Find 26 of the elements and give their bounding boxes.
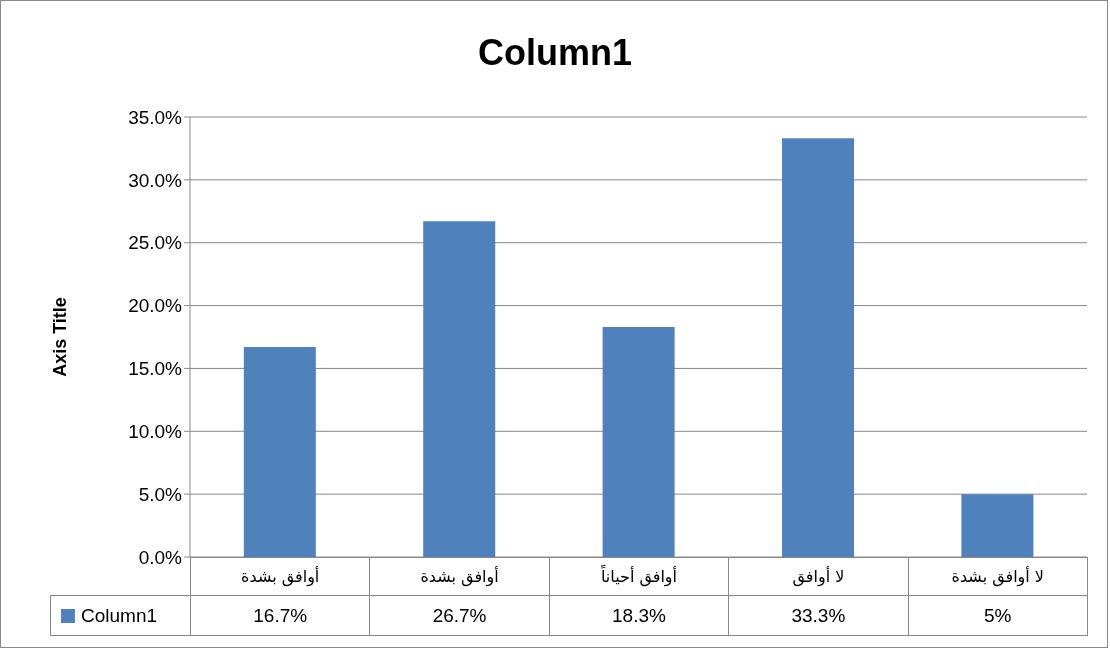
x-tick-label: أوافق بشدة bbox=[190, 557, 371, 596]
y-tick-label: 35.0% bbox=[128, 106, 183, 128]
y-tick-label: 20.0% bbox=[128, 295, 183, 317]
y-tick-label: 25.0% bbox=[128, 232, 183, 254]
x-tick-label: أوافق بشدة bbox=[369, 557, 550, 596]
y-tick-label: 15.0% bbox=[128, 358, 183, 380]
y-tick-label: 0.0% bbox=[138, 546, 183, 568]
bar bbox=[602, 326, 675, 557]
x-tick-label: لا أوافق bbox=[728, 557, 909, 596]
data-label: 5% bbox=[907, 595, 1088, 636]
legend-label: Column1 bbox=[50, 595, 191, 636]
bar bbox=[243, 347, 316, 557]
bar bbox=[423, 221, 496, 557]
bar bbox=[961, 494, 1034, 557]
y-tick-label: 10.0% bbox=[128, 421, 183, 443]
y-tick-label: 30.0% bbox=[128, 169, 183, 191]
x-tick-label: لا أوافق بشدة bbox=[907, 557, 1088, 596]
y-tick-label: 5.0% bbox=[138, 483, 183, 505]
data-label: 33.3% bbox=[728, 595, 909, 636]
data-label: 16.7% bbox=[190, 595, 371, 636]
chart-title: Column1 bbox=[477, 32, 633, 74]
data-label: 18.3% bbox=[548, 595, 730, 636]
x-tick-label: أوافق أحياناً bbox=[548, 557, 730, 596]
data-label: 26.7% bbox=[369, 595, 550, 636]
bar bbox=[782, 138, 855, 557]
y-axis-title: Axis Title bbox=[49, 297, 71, 377]
